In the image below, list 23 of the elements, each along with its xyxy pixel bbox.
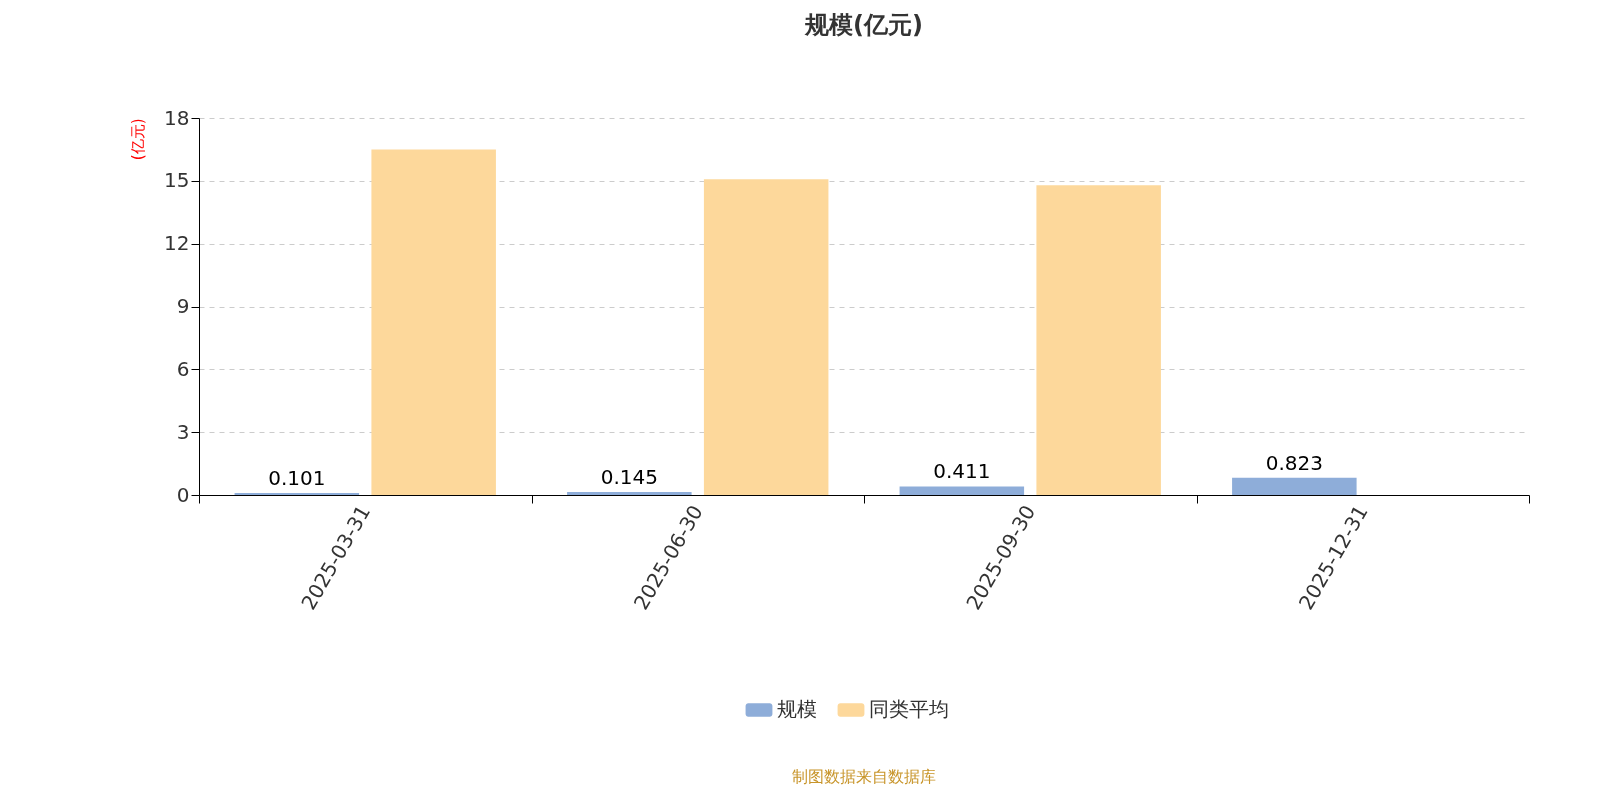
chart-title: 规模(亿元) xyxy=(804,11,923,39)
bar xyxy=(567,491,692,495)
bar xyxy=(703,179,829,495)
bar xyxy=(899,486,1025,495)
y-tick-label: 3 xyxy=(176,419,190,444)
y-tick-label: 12 xyxy=(164,231,190,256)
bar xyxy=(1232,477,1357,495)
bar xyxy=(234,492,360,495)
legend-label: 规模 xyxy=(777,697,817,721)
bar xyxy=(371,149,496,495)
legend-label: 同类平均 xyxy=(869,697,949,721)
y-tick-label: 0 xyxy=(176,482,190,507)
y-axis-title: (亿元) xyxy=(129,118,148,161)
data-label: 0.823 xyxy=(1265,450,1323,475)
data-label: 0.101 xyxy=(268,465,326,490)
y-tick-label: 6 xyxy=(176,356,190,381)
data-label: 0.145 xyxy=(600,464,658,489)
y-tick-label: 15 xyxy=(164,168,190,193)
text: 制图数据来自数据库 xyxy=(792,767,936,786)
y-tick-label: 18 xyxy=(164,105,190,130)
y-tick-label: 9 xyxy=(176,294,190,318)
bar xyxy=(1036,185,1161,495)
data-label: 0.411 xyxy=(933,459,991,484)
